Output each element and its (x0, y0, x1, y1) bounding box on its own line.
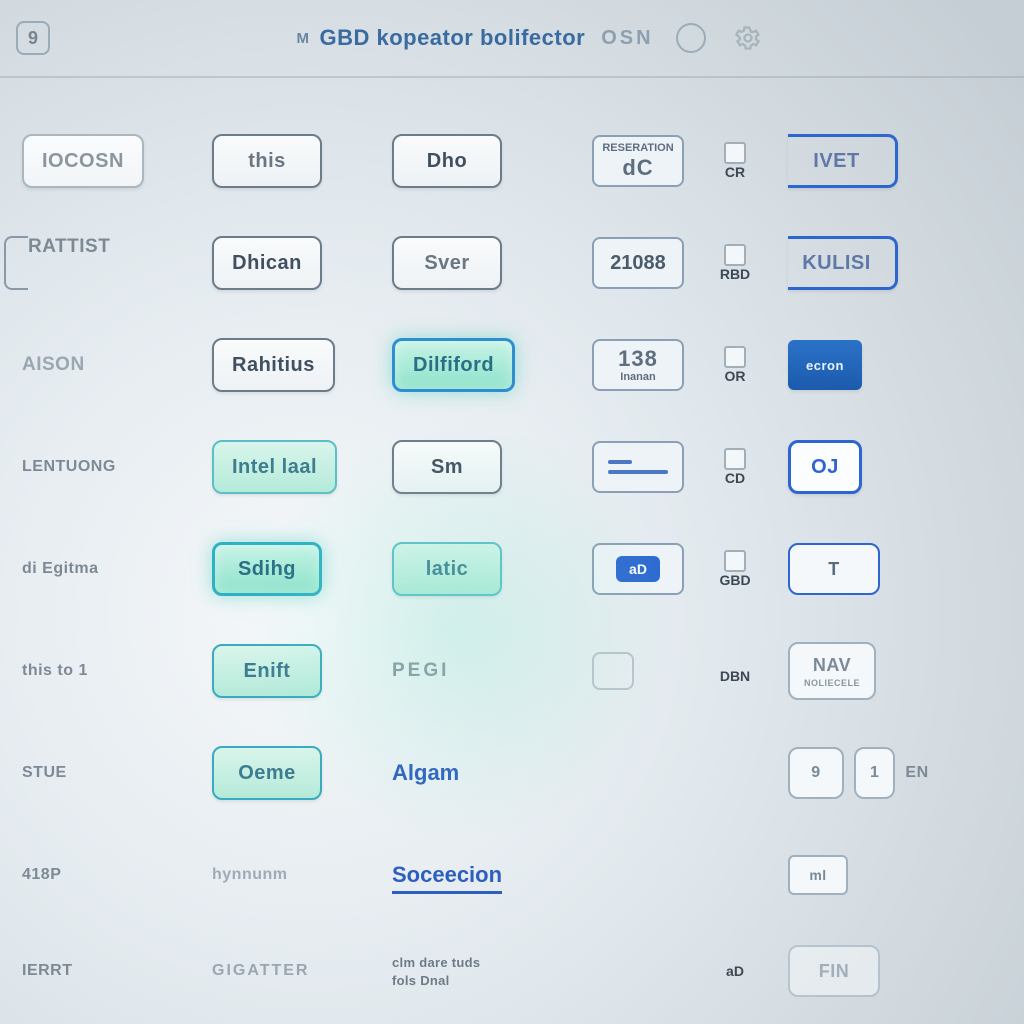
info-chip[interactable]: RESERATION dC (592, 135, 684, 187)
header-badge[interactable]: 9 (16, 21, 50, 55)
param-button[interactable]: latic (392, 542, 502, 596)
caption-line: clm dare tuds (392, 955, 480, 970)
row-label: di Egitma (22, 560, 99, 577)
grid-row: IERRT GIGATTER clm dare tuds fols Dnal a… (0, 926, 1024, 1016)
grid-row: RATTIST Dhican Sver 21088 RBD KULISI (0, 212, 1024, 314)
value-chip[interactable]: 138 Inanan (592, 339, 684, 391)
check-label: aD (710, 963, 760, 979)
grid-row: IOCOSN this Dho RESERATION dC CR IVET (0, 110, 1024, 212)
toggle-inner: aD (616, 556, 660, 582)
value-chip[interactable]: 21088 (592, 237, 684, 289)
mini-button[interactable]: 1 (854, 747, 895, 799)
check-label: CD (710, 470, 760, 486)
row-label: LENTUONG (22, 458, 116, 475)
param-button[interactable]: Dho (392, 134, 502, 188)
title-wrap: M GBD kopeator bolifector OSN (50, 23, 1008, 53)
caption-line: fols Dnal (392, 973, 480, 988)
param-button[interactable]: Oeme (212, 746, 322, 800)
row-label: 418P (22, 866, 61, 883)
grid-row: this to 1 Enift PEGI DBN NAV NOLIECELE (0, 620, 1024, 722)
grid-row: AISON Rahitius Dilfiford 138 Inanan OR e… (0, 314, 1024, 416)
check-label: CR (710, 164, 760, 180)
mini-button[interactable]: 9 (788, 747, 844, 799)
check-label: GBD (710, 572, 760, 588)
param-button-active[interactable]: Sdihg (212, 542, 322, 596)
checkbox[interactable] (724, 448, 746, 470)
gear-icon[interactable] (734, 24, 762, 52)
chip-top: RESERATION (602, 142, 673, 155)
checkbox[interactable] (724, 142, 746, 164)
side-button[interactable]: KULISI (788, 236, 898, 290)
side-button[interactable]: T (788, 543, 880, 595)
check-label: DBN (710, 668, 760, 684)
mini-button[interactable]: ml (788, 855, 848, 895)
check-label: OR (710, 368, 760, 384)
side-button-sub: NOLIECELE (804, 678, 860, 688)
check-label: RBD (710, 266, 760, 282)
side-button[interactable]: OJ (788, 440, 862, 494)
app-header: 9 M GBD kopeator bolifector OSN (0, 0, 1024, 78)
chip-bottom: dC (622, 155, 653, 180)
bracket-icon (4, 236, 28, 290)
param-button[interactable]: Dhican (212, 236, 322, 290)
param-button[interactable]: Intel laal (212, 440, 337, 494)
link-label[interactable]: Algam (392, 760, 459, 785)
mini-label: EN (905, 764, 928, 782)
title-suffix: OSN (601, 27, 653, 50)
list-chip[interactable] (592, 441, 684, 493)
row-label: RATTIST (28, 236, 110, 290)
static-label: hynnunm (212, 866, 288, 883)
param-button[interactable]: Sver (392, 236, 502, 290)
blank-chip (592, 652, 634, 690)
param-button[interactable]: this (212, 134, 322, 188)
param-button[interactable]: Sm (392, 440, 502, 494)
grid-row: STUE Oeme Algam 9 1 EN (0, 722, 1024, 824)
title-prefix: M (296, 30, 309, 47)
status-circle-icon[interactable] (676, 23, 706, 53)
control-grid: IOCOSN this Dho RESERATION dC CR IVET RA… (0, 110, 1024, 1016)
static-label: PEGI (392, 660, 449, 681)
row-label: this to 1 (22, 662, 88, 679)
row-label-button[interactable]: IOCOSN (22, 134, 144, 188)
static-label: GIGATTER (212, 962, 309, 979)
chip-value: 138 (618, 346, 658, 371)
grid-row: di Egitma Sdihg latic aD GBD T (0, 518, 1024, 620)
grid-row: LENTUONG Intel laal Sm CD OJ (0, 416, 1024, 518)
side-button-title: NAV (813, 655, 851, 676)
chip-sub: Inanan (620, 371, 655, 384)
side-button[interactable]: IVET (788, 134, 898, 188)
side-button[interactable]: NAV NOLIECELE (788, 642, 876, 700)
link-label[interactable]: Soceecion (392, 862, 502, 894)
checkbox[interactable] (724, 244, 746, 266)
checkbox[interactable] (724, 550, 746, 572)
side-button[interactable]: FIN (788, 945, 880, 997)
row-label: STUE (22, 764, 67, 781)
app-title: GBD kopeator bolifector (319, 25, 585, 51)
checkbox[interactable] (724, 346, 746, 368)
side-button-primary[interactable]: ecron (788, 340, 862, 390)
toggle-chip[interactable]: aD (592, 543, 684, 595)
row-label: AISON (22, 354, 85, 375)
param-button-active[interactable]: Dilfiford (392, 338, 515, 392)
grid-row: 418P hynnunm Soceecion ml (0, 824, 1024, 926)
param-button[interactable]: Rahitius (212, 338, 335, 392)
param-button[interactable]: Enift (212, 644, 322, 698)
row-label: IERRT (22, 962, 73, 979)
